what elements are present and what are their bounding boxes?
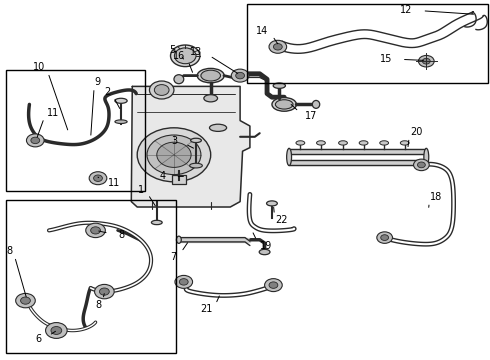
Circle shape bbox=[231, 69, 249, 82]
Circle shape bbox=[179, 279, 188, 285]
Circle shape bbox=[16, 293, 35, 308]
Circle shape bbox=[147, 135, 201, 175]
Text: 5: 5 bbox=[170, 45, 175, 55]
Ellipse shape bbox=[115, 120, 127, 123]
Polygon shape bbox=[289, 149, 426, 154]
Text: 13: 13 bbox=[190, 47, 202, 57]
Ellipse shape bbox=[204, 95, 218, 102]
Ellipse shape bbox=[275, 100, 293, 109]
Text: 15: 15 bbox=[380, 54, 392, 64]
Text: 8: 8 bbox=[118, 230, 124, 240]
Text: 19: 19 bbox=[260, 240, 272, 251]
Ellipse shape bbox=[380, 141, 389, 145]
Circle shape bbox=[417, 162, 425, 168]
Ellipse shape bbox=[339, 141, 347, 145]
Circle shape bbox=[175, 275, 193, 288]
Circle shape bbox=[137, 128, 211, 182]
Ellipse shape bbox=[272, 98, 296, 111]
Circle shape bbox=[381, 235, 389, 240]
Text: 22: 22 bbox=[275, 215, 288, 225]
Ellipse shape bbox=[267, 201, 277, 206]
Bar bbox=[6, 200, 176, 353]
Ellipse shape bbox=[151, 220, 162, 225]
Circle shape bbox=[418, 55, 434, 67]
Circle shape bbox=[265, 279, 282, 292]
Ellipse shape bbox=[259, 249, 270, 255]
Bar bbox=[6, 70, 145, 191]
Ellipse shape bbox=[197, 68, 224, 83]
Text: 8: 8 bbox=[95, 300, 101, 310]
Circle shape bbox=[94, 175, 102, 181]
Circle shape bbox=[51, 327, 62, 334]
Circle shape bbox=[149, 81, 174, 99]
Polygon shape bbox=[289, 160, 426, 165]
Ellipse shape bbox=[287, 148, 292, 166]
Text: 16: 16 bbox=[173, 51, 185, 61]
Ellipse shape bbox=[296, 141, 305, 145]
Ellipse shape bbox=[201, 70, 220, 81]
Text: 2: 2 bbox=[104, 87, 110, 97]
Ellipse shape bbox=[313, 100, 320, 108]
Text: 9: 9 bbox=[95, 77, 101, 87]
Bar bbox=[172, 175, 186, 184]
Text: 6: 6 bbox=[36, 334, 42, 344]
Text: 20: 20 bbox=[410, 127, 422, 137]
Circle shape bbox=[269, 40, 287, 53]
Text: 21: 21 bbox=[200, 304, 213, 314]
Circle shape bbox=[154, 85, 169, 95]
Ellipse shape bbox=[400, 141, 409, 145]
Text: 10: 10 bbox=[33, 63, 46, 72]
Text: 11: 11 bbox=[108, 178, 120, 188]
Ellipse shape bbox=[115, 98, 127, 103]
Text: 12: 12 bbox=[400, 5, 413, 15]
Circle shape bbox=[99, 288, 109, 295]
Bar bbox=[247, 4, 488, 83]
Ellipse shape bbox=[359, 141, 368, 145]
Circle shape bbox=[89, 172, 107, 185]
Circle shape bbox=[414, 159, 429, 171]
Circle shape bbox=[31, 137, 40, 144]
Circle shape bbox=[273, 44, 282, 50]
Ellipse shape bbox=[424, 148, 429, 166]
Circle shape bbox=[377, 232, 392, 243]
Text: 14: 14 bbox=[256, 26, 268, 36]
Circle shape bbox=[174, 48, 196, 64]
Circle shape bbox=[422, 58, 430, 64]
Circle shape bbox=[171, 45, 200, 67]
Text: 17: 17 bbox=[305, 111, 318, 121]
Text: 18: 18 bbox=[430, 192, 442, 202]
Ellipse shape bbox=[191, 138, 201, 143]
Text: 4: 4 bbox=[159, 171, 166, 181]
Ellipse shape bbox=[210, 124, 226, 131]
Polygon shape bbox=[131, 86, 250, 207]
Text: 1: 1 bbox=[138, 185, 144, 194]
Circle shape bbox=[21, 297, 30, 304]
Circle shape bbox=[269, 282, 278, 288]
Ellipse shape bbox=[317, 141, 325, 145]
Circle shape bbox=[86, 223, 105, 238]
Text: 7: 7 bbox=[171, 252, 177, 262]
Circle shape bbox=[91, 227, 100, 234]
Text: 3: 3 bbox=[171, 136, 177, 146]
Polygon shape bbox=[181, 238, 250, 242]
Ellipse shape bbox=[176, 236, 181, 243]
Ellipse shape bbox=[190, 163, 202, 168]
Text: 8: 8 bbox=[6, 246, 13, 256]
Circle shape bbox=[26, 134, 44, 147]
Text: 11: 11 bbox=[47, 108, 59, 118]
Circle shape bbox=[95, 284, 114, 299]
Circle shape bbox=[46, 323, 67, 338]
Circle shape bbox=[236, 72, 245, 79]
Circle shape bbox=[157, 142, 191, 167]
Ellipse shape bbox=[174, 75, 184, 84]
Ellipse shape bbox=[273, 83, 285, 88]
